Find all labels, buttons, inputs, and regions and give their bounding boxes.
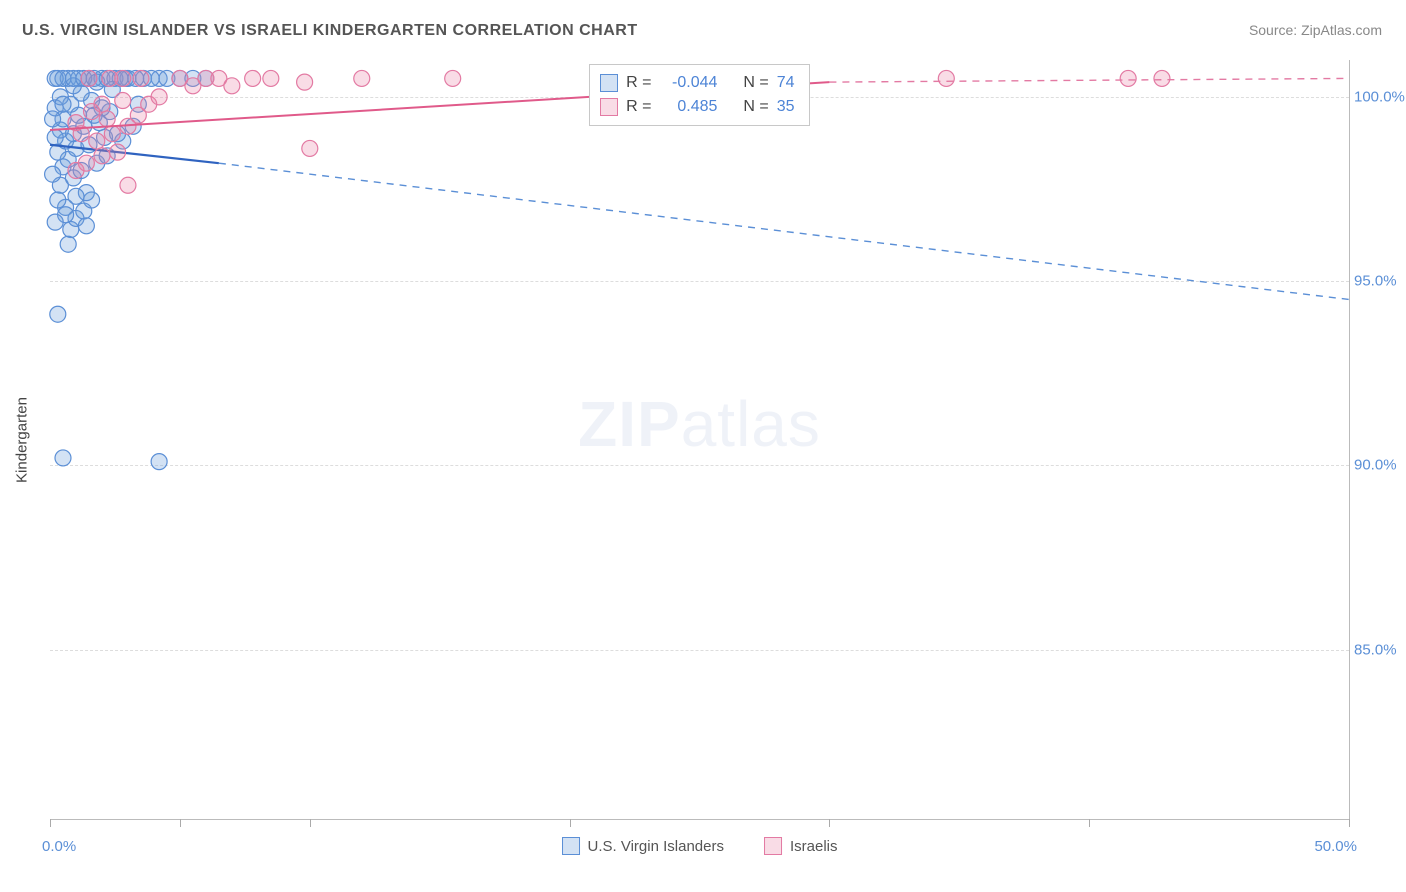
y-tick-label: 100.0% (1354, 88, 1406, 105)
legend-swatch (600, 98, 618, 116)
r-label: R = (626, 95, 651, 119)
x-tick (180, 819, 181, 827)
scatter-point (151, 454, 167, 470)
r-value: -0.044 (659, 71, 717, 95)
scatter-point (55, 450, 71, 466)
scatter-point (224, 78, 240, 94)
legend-swatch (562, 837, 580, 855)
scatter-point (263, 70, 279, 86)
x-tick (1349, 819, 1350, 827)
scatter-point (94, 148, 110, 164)
scatter-point (354, 70, 370, 86)
scatter-point (1120, 70, 1136, 86)
scatter-point (47, 129, 63, 145)
legend-swatch (600, 74, 618, 92)
legend-item: Israelis (764, 837, 838, 855)
scatter-point (45, 166, 61, 182)
x-tick (1089, 819, 1090, 827)
legend-item: U.S. Virgin Islanders (562, 837, 724, 855)
scatter-point (89, 133, 105, 149)
scatter-point (50, 306, 66, 322)
scatter-point (120, 177, 136, 193)
y-axis-title: Kindergarten (14, 397, 31, 483)
scatter-point (78, 155, 94, 171)
legend-label: Israelis (790, 838, 838, 855)
stats-row: R = 0.485 N = 35 (600, 95, 794, 119)
plot-area: Kindergarten ZIPatlas 85.0%90.0%95.0%100… (50, 60, 1350, 820)
legend-label: U.S. Virgin Islanders (588, 838, 724, 855)
n-label: N = (743, 95, 768, 119)
chart-title: U.S. VIRGIN ISLANDER VS ISRAELI KINDERGA… (22, 22, 638, 40)
n-label: N = (743, 71, 768, 95)
scatter-point (60, 236, 76, 252)
x-axis-max-label: 50.0% (1314, 838, 1357, 855)
scatter-point (245, 70, 261, 86)
scatter-point (938, 70, 954, 86)
scatter-point (445, 70, 461, 86)
stats-row: R = -0.044 N = 74 (600, 71, 794, 95)
x-tick (570, 819, 571, 827)
scatter-point (94, 96, 110, 112)
scatter-point (115, 93, 131, 109)
scatter-point (99, 111, 115, 127)
scatter-point (110, 144, 126, 160)
scatter-point (45, 111, 61, 127)
chart-source: Source: ZipAtlas.com (1249, 22, 1382, 38)
r-value: 0.485 (659, 95, 717, 119)
trend-line-dashed (219, 163, 1349, 299)
scatter-point (55, 96, 71, 112)
scatter-point (47, 214, 63, 230)
scatter-point (297, 74, 313, 90)
x-tick (310, 819, 311, 827)
scatter-point (1154, 70, 1170, 86)
scatter-point (68, 188, 84, 204)
bottom-legend: U.S. Virgin Islanders Israelis (562, 837, 838, 855)
n-value: 35 (777, 95, 795, 119)
trend-line-dashed (829, 78, 1349, 82)
y-tick-label: 85.0% (1354, 641, 1406, 658)
x-tick (829, 819, 830, 827)
scatter-point (151, 89, 167, 105)
scatter-svg (50, 60, 1349, 819)
scatter-point (81, 70, 97, 86)
scatter-point (50, 192, 66, 208)
r-label: R = (626, 71, 651, 95)
y-tick-label: 90.0% (1354, 457, 1406, 474)
x-tick (50, 819, 51, 827)
scatter-point (104, 126, 120, 142)
legend-swatch (764, 837, 782, 855)
scatter-point (302, 140, 318, 156)
n-value: 74 (777, 71, 795, 95)
scatter-point (133, 70, 149, 86)
scatter-point (78, 218, 94, 234)
scatter-point (102, 70, 118, 86)
stats-legend-box: R = -0.044 N = 74 R = 0.485 N = 35 (589, 64, 809, 126)
x-axis-min-label: 0.0% (42, 838, 76, 855)
y-tick-label: 95.0% (1354, 273, 1406, 290)
